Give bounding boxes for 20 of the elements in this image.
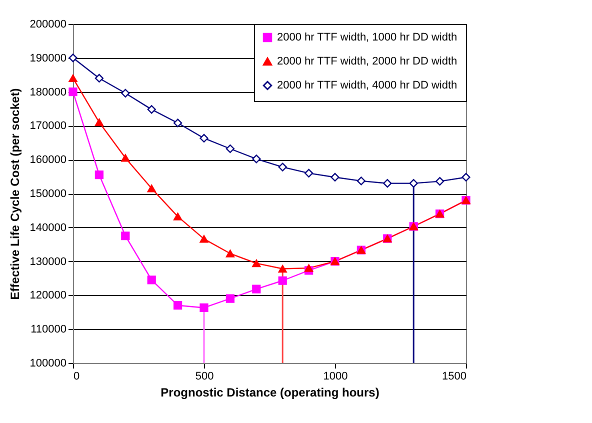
y-tick-label: 190000: [30, 52, 66, 64]
y-tick-label: 130000: [30, 256, 66, 268]
x-tick-label: 0: [74, 370, 80, 382]
y-axis-title: Effective Life Cycle Cost (per socket): [8, 88, 22, 300]
y-tick-label: 200000: [30, 18, 66, 30]
y-tick-label: 120000: [30, 290, 66, 302]
x-axis-title: Prognostic Distance (operating hours): [160, 386, 380, 400]
y-tick-label: 170000: [30, 120, 66, 132]
y-tick-label: 160000: [30, 154, 66, 166]
x-tick-label: 1000: [323, 370, 348, 382]
y-tick-label: 110000: [30, 324, 66, 336]
x-tick-label: 500: [195, 370, 214, 382]
y-tick-label: 150000: [30, 188, 66, 200]
legend-label: 2000 hr TTF width, 4000 hr DD width: [277, 80, 458, 92]
legend-label: 2000 hr TTF width, 2000 hr DD width: [277, 56, 458, 68]
y-tick-label: 100000: [30, 358, 66, 370]
legend-label: 2000 hr TTF width, 1000 hr DD width: [277, 32, 458, 44]
y-tick-label: 180000: [30, 86, 66, 98]
x-tick-label: 1500: [442, 370, 466, 382]
y-tick-label: 140000: [30, 222, 66, 234]
